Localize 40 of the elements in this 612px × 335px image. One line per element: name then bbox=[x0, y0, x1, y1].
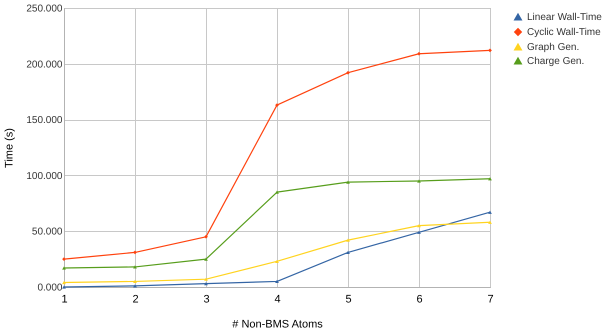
point bbox=[275, 280, 279, 284]
point bbox=[204, 234, 208, 239]
x-tick-label: 4 bbox=[274, 294, 281, 306]
point bbox=[488, 177, 492, 180]
point bbox=[488, 210, 492, 214]
point bbox=[133, 280, 137, 284]
point bbox=[417, 52, 421, 56]
legend-label: Cyclic Wall-Time bbox=[527, 27, 602, 38]
point bbox=[62, 266, 66, 270]
point bbox=[346, 70, 350, 75]
x-tick-label: 3 bbox=[203, 294, 210, 306]
point bbox=[62, 280, 66, 284]
point bbox=[133, 284, 137, 288]
x-tick-label: 2 bbox=[132, 294, 139, 306]
x-tick-label: 1 bbox=[61, 294, 68, 306]
x-tick-label: 6 bbox=[416, 294, 423, 306]
point bbox=[346, 250, 350, 254]
y-tick-label: 100.000 bbox=[26, 170, 63, 182]
point bbox=[204, 278, 208, 281]
legend-label: Graph Gen. bbox=[527, 42, 580, 53]
y-tick-label: 250.000 bbox=[26, 4, 63, 14]
line-series bbox=[62, 177, 492, 270]
point bbox=[417, 179, 421, 183]
point bbox=[275, 260, 279, 263]
legend-label: Linear Wall-Time bbox=[527, 12, 602, 23]
y-tick-label: 50.000 bbox=[32, 226, 63, 238]
y-axis-title: Time (s) bbox=[3, 128, 16, 168]
point bbox=[417, 230, 421, 234]
point bbox=[133, 265, 137, 269]
x-axis-title: # Non-BMS Atoms bbox=[232, 318, 324, 330]
y-tick-label: 150.000 bbox=[26, 115, 63, 126]
point bbox=[204, 282, 208, 286]
y-tick-label: 200.000 bbox=[26, 59, 63, 70]
y-tick-label: 0.000 bbox=[37, 282, 63, 294]
point bbox=[275, 190, 279, 194]
x-tick-label: 5 bbox=[345, 294, 352, 306]
line-series bbox=[62, 220, 492, 284]
point bbox=[488, 220, 492, 224]
x-tick-label: 7 bbox=[487, 294, 494, 306]
legend-label: Charge Gen. bbox=[527, 56, 584, 67]
